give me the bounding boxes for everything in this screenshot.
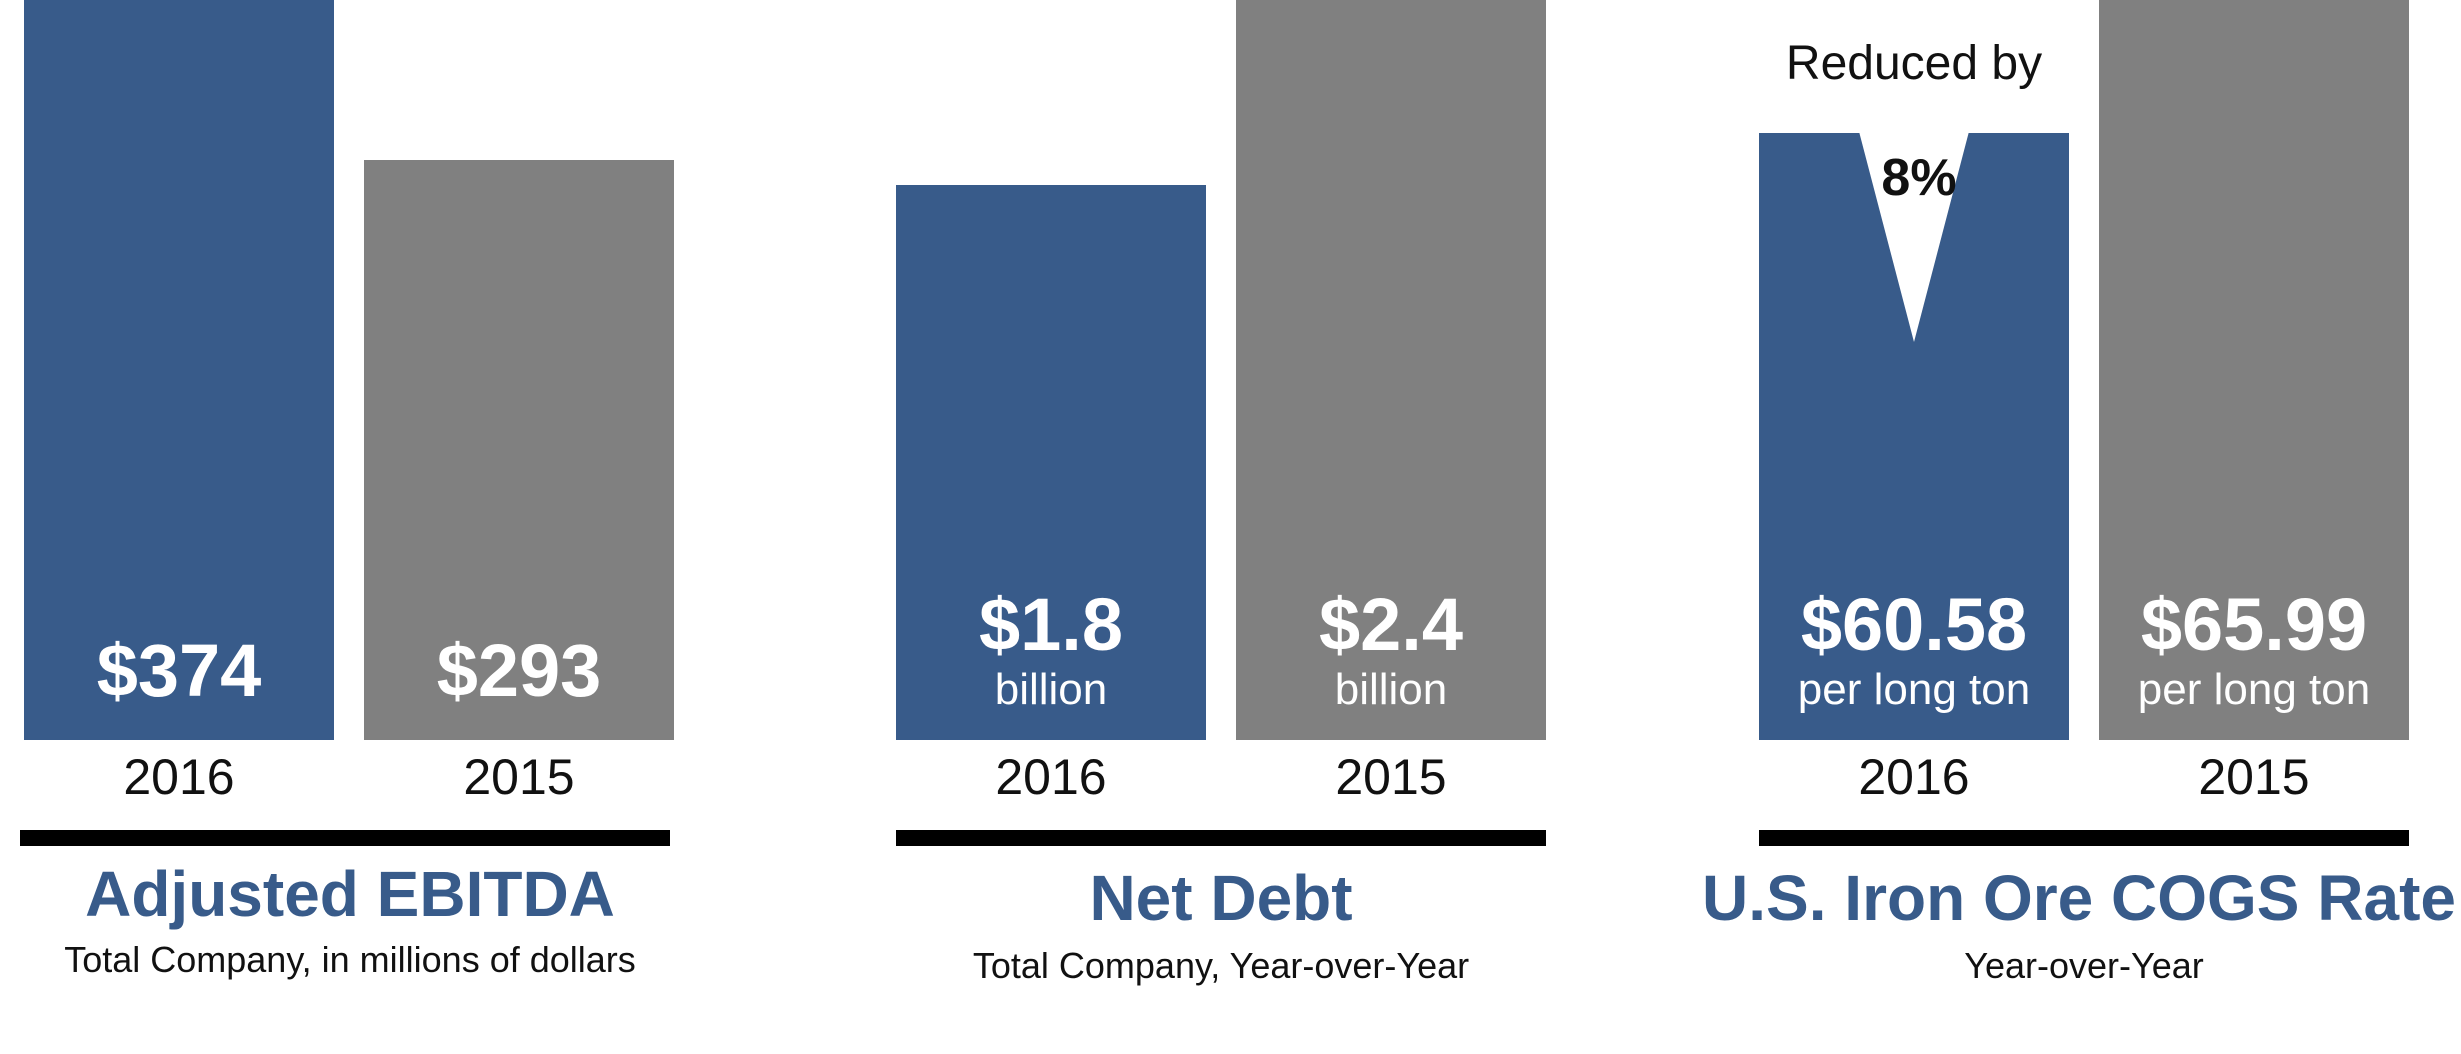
axis-rule xyxy=(896,830,1546,846)
bar-area: $374 $293 xyxy=(24,0,674,740)
chart-title: Net Debt xyxy=(1089,862,1353,934)
reduction-notch xyxy=(1856,120,1972,342)
bar-unit-label: per long ton xyxy=(1797,665,2031,714)
bar-2015: $65.99 per long ton xyxy=(2099,0,2409,740)
bar-value-label: $2.4 xyxy=(1318,583,1464,666)
chart-panel-net-debt: $1.8 billion $2.4 billion Net Debt Total Co… xyxy=(896,0,1546,1054)
chart-panel-cogs-rate: $60.58 per long ton $65.99 per long ton Red… xyxy=(1702,0,2456,1054)
bar-unit-label: billion xyxy=(1334,665,1448,714)
bar-value-label: $374 xyxy=(96,629,262,712)
chart-subtitle: Total Company, Year-over-Year xyxy=(972,945,1470,986)
category-label-2015: 2015 xyxy=(463,749,575,805)
bar-2015: $293 xyxy=(364,160,674,740)
bar-2016: $1.8 billion xyxy=(896,185,1206,740)
notch-shape xyxy=(1856,120,1972,342)
bar-value-label: $293 xyxy=(436,629,602,712)
reduction-annotation-label: Reduced by xyxy=(1785,37,2043,90)
bar-unit-label: billion xyxy=(994,665,1108,714)
category-label-2015: 2015 xyxy=(1335,749,1447,805)
axis-rule xyxy=(1759,830,2409,846)
bar-unit-label: per long ton xyxy=(2137,665,2371,714)
chart-title: U.S. Iron Ore COGS Rate xyxy=(1702,862,2456,934)
category-label-2015: 2015 xyxy=(2198,749,2310,805)
chart-title: Adjusted EBITDA xyxy=(85,858,615,930)
reduction-percent: 8% xyxy=(1881,149,1957,207)
category-label-2016: 2016 xyxy=(995,749,1107,805)
axis-rule xyxy=(20,830,670,846)
chart-subtitle: Total Company, in millions of dollars xyxy=(64,939,636,980)
bar-value-label: $1.8 xyxy=(978,583,1124,666)
category-label-2016: 2016 xyxy=(123,749,235,805)
chart-subtitle: Year-over-Year xyxy=(1964,945,2204,986)
bar-area: $1.8 billion $2.4 billion xyxy=(896,0,1546,740)
category-label-2016: 2016 xyxy=(1858,749,1970,805)
bar-value-label: $60.58 xyxy=(1800,583,2028,666)
chart-panel-adjusted-ebitda: $374 $293 Adjusted EBITDA Total Company, … xyxy=(20,0,674,1054)
bar-value-label: $65.99 xyxy=(2140,583,2368,666)
bar-2015: $2.4 billion xyxy=(1236,0,1546,740)
bar-2016: $374 xyxy=(24,0,334,740)
